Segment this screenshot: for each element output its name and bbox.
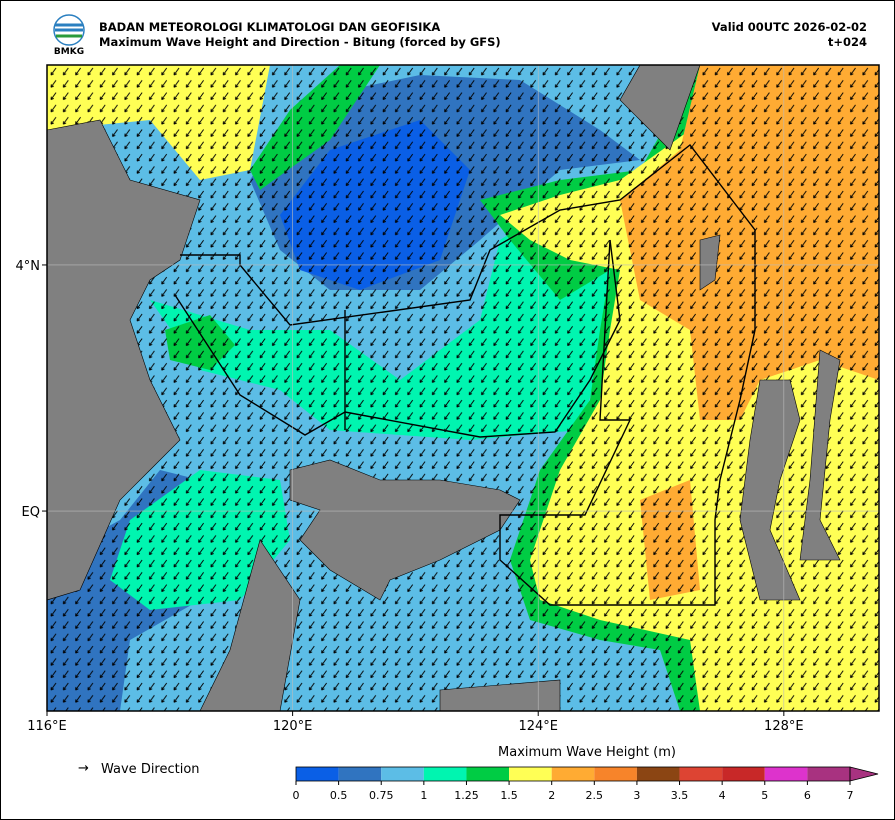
colorbar-segment: [338, 767, 382, 781]
logo: BMKG: [53, 14, 85, 57]
x-tick-label: 120°E: [273, 719, 313, 734]
colorbar-label: 4: [719, 789, 726, 802]
colorbar-label: 0.5: [330, 789, 348, 802]
colorbar-label: 0.75: [369, 789, 394, 802]
colorbar-label: 2.5: [586, 789, 604, 802]
title: BADAN METEOROLOGI KLIMATOLOGI DAN GEOFIS…: [99, 20, 440, 34]
logo-text: BMKG: [54, 47, 84, 57]
x-tick-label: 128°E: [764, 719, 804, 734]
x-tick-label: 116°E: [27, 719, 67, 734]
subtitle: Maximum Wave Height and Direction - Bitu…: [99, 35, 501, 49]
colorbar-label: 2: [548, 789, 555, 802]
valid-time: Valid 00UTC 2026-02-02: [712, 20, 867, 34]
legend-label: Wave Direction: [101, 762, 200, 777]
x-tick-label: 124°E: [518, 719, 558, 734]
colorbar-label: 5: [761, 789, 768, 802]
colorbar-segment: [764, 767, 808, 781]
lead-time: t+024: [828, 35, 867, 49]
colorbar-segment: [423, 767, 467, 781]
map: [47, 65, 879, 711]
colorbar-segment: [636, 767, 680, 781]
colorbar-label: 3.5: [671, 789, 689, 802]
colorbar-segment: [594, 767, 637, 781]
colorbar-label: 1.25: [454, 789, 479, 802]
colorbar-segment: [722, 767, 765, 781]
colorbar-label: 3: [633, 789, 640, 802]
y-tick-label: EQ: [22, 505, 40, 520]
colorbar-label: 6: [804, 789, 811, 802]
colorbar-label: 7: [847, 789, 854, 802]
colorbar-segment: [466, 767, 510, 781]
colorbar-border: [295, 766, 851, 782]
colorbar-segment: [381, 767, 424, 781]
colorbar-segment: [807, 767, 850, 781]
colorbar-segment: [296, 767, 339, 781]
colorbar-segment: [509, 767, 552, 781]
colorbar-segment: [551, 767, 595, 781]
colorbar-segment: [679, 767, 723, 781]
map-border: [46, 64, 880, 712]
colorbar-label: 0: [293, 789, 300, 802]
colorbar-label: 1.5: [500, 789, 518, 802]
legend-symbol: →: [78, 761, 89, 776]
colorbar-title: Maximum Wave Height (m): [498, 745, 676, 760]
colorbar-label: 1: [420, 789, 427, 802]
y-tick-label: 4°N: [16, 259, 41, 274]
